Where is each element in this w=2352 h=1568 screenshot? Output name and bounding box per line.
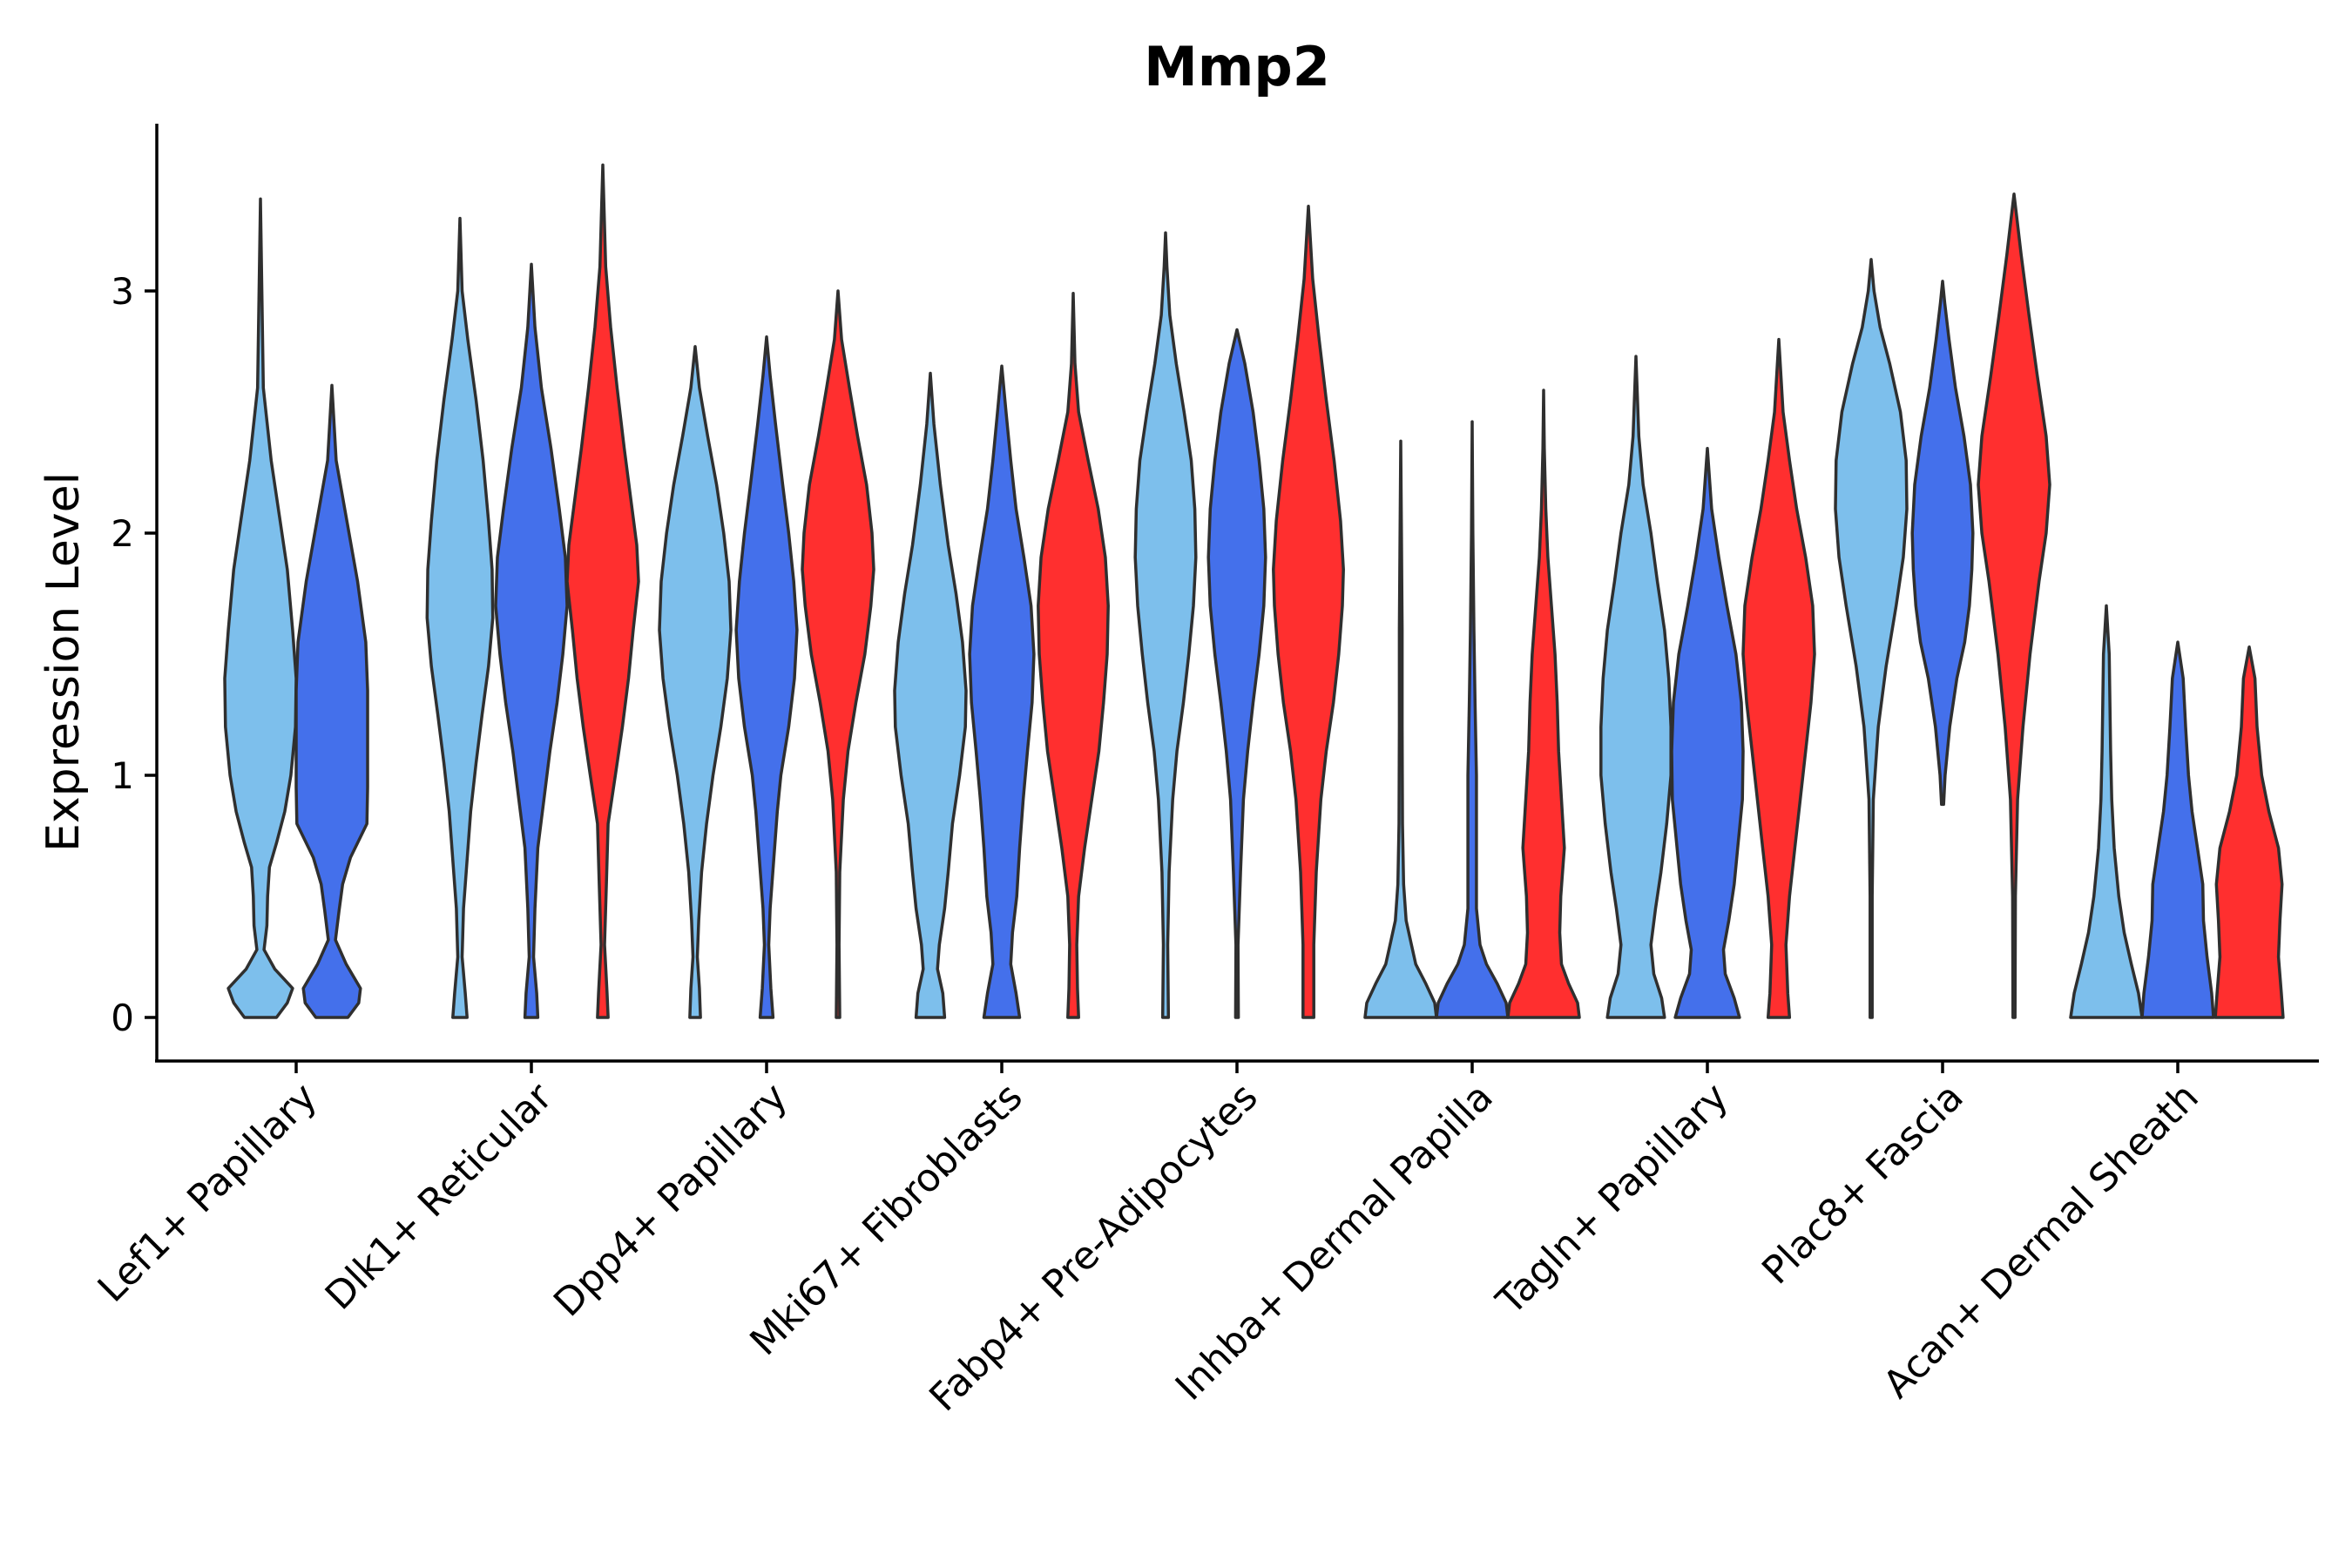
violin-dlk1-reticular-group-1 (425, 216, 495, 1019)
violin-plac8-fascia-group-3 (1977, 193, 2051, 1019)
chart-title: Mmp2 (1144, 35, 1330, 98)
x-tick-label: Dpp4+ Papillary (545, 1075, 796, 1326)
violin-tagln-papillary-group-1 (1599, 355, 1673, 1019)
violin-lef1-papillary-group-1 (223, 197, 298, 1019)
violin-mki67-fibroblasts-group-1 (893, 371, 968, 1019)
violin-inhba-dermal-papilla-group-1 (1363, 439, 1438, 1019)
violin-acan-dermal-sheath-group-3 (2213, 645, 2285, 1019)
violin-dpp4-papillary-group-2 (734, 335, 799, 1019)
x-tick-label: Lef1+ Papillary (90, 1075, 326, 1311)
y-axis-label: Expression Level (37, 472, 90, 852)
violin-mki67-fibroblasts-group-3 (1037, 292, 1110, 1019)
violin-lef1-papillary-group-2 (294, 383, 369, 1019)
y-tick-label: 0 (111, 997, 134, 1039)
violin-inhba-dermal-papilla-group-2 (1435, 420, 1510, 1019)
violin-fabp4-pre-adipocytes-group-3 (1272, 204, 1345, 1019)
violin-dpp4-papillary-group-1 (658, 345, 733, 1019)
violin-plac8-fascia-group-1 (1834, 258, 1909, 1019)
violin-inhba-dermal-papilla-group-3 (1506, 389, 1581, 1019)
violin-dpp4-papillary-group-3 (801, 289, 875, 1019)
violin-fabp4-pre-adipocytes-group-2 (1206, 328, 1267, 1019)
x-tick-label: Dlk1+ Reticular (317, 1074, 562, 1319)
x-tick-label: Tagln+ Papillary (1488, 1075, 1737, 1324)
y-axis-ticks: 0 1 2 3 (111, 270, 157, 1039)
y-tick-label: 3 (111, 270, 134, 313)
x-tick-label: Plac8+ Fascia (1754, 1075, 1972, 1294)
violin-dlk1-reticular-group-2 (494, 262, 569, 1019)
violin-series (223, 163, 2285, 1019)
violin-dlk1-reticular-group-3 (565, 163, 640, 1019)
violin-plac8-fascia-group-2 (1910, 280, 1975, 807)
violin-acan-dermal-sheath-group-2 (2140, 640, 2215, 1019)
violin-tagln-papillary-group-2 (1670, 446, 1745, 1019)
y-tick-label: 1 (111, 754, 134, 797)
violin-fabp4-pre-adipocytes-group-1 (1133, 231, 1198, 1019)
violin-mki67-fibroblasts-group-2 (968, 364, 1036, 1019)
y-tick-label: 2 (111, 512, 134, 555)
violin-acan-dermal-sheath-group-1 (2069, 604, 2144, 1019)
violin-tagln-papillary-group-3 (1741, 337, 1816, 1019)
